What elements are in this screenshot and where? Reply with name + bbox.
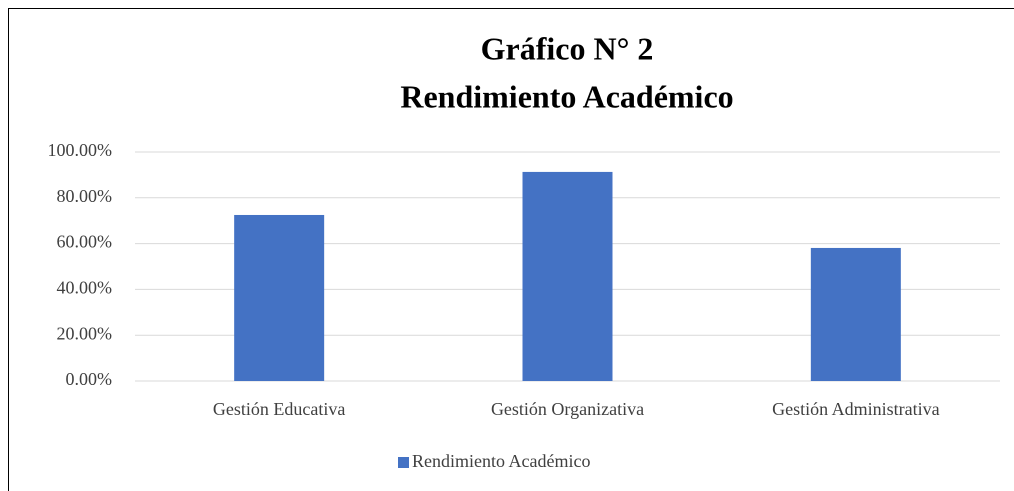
bar <box>810 247 901 381</box>
chart-title: Gráfico N° 2 <box>481 30 654 66</box>
y-tick-label: 100.00% <box>48 140 113 160</box>
y-tick-label: 0.00% <box>66 369 113 389</box>
y-tick-label: 60.00% <box>57 232 113 252</box>
y-tick-label: 40.00% <box>57 278 113 298</box>
x-tick-label: Gestión Educativa <box>213 399 345 419</box>
x-tick-label: Gestión Organizativa <box>491 399 644 419</box>
bar <box>234 214 325 381</box>
legend-label: Rendimiento Académico <box>412 451 590 471</box>
x-tick-label: Gestión Administrativa <box>772 399 939 419</box>
chart-title: Rendimiento Académico <box>400 78 733 114</box>
legend-swatch <box>398 457 409 468</box>
y-tick-label: 20.00% <box>57 323 113 343</box>
y-tick-label: 80.00% <box>57 186 113 206</box>
bar <box>522 171 613 381</box>
